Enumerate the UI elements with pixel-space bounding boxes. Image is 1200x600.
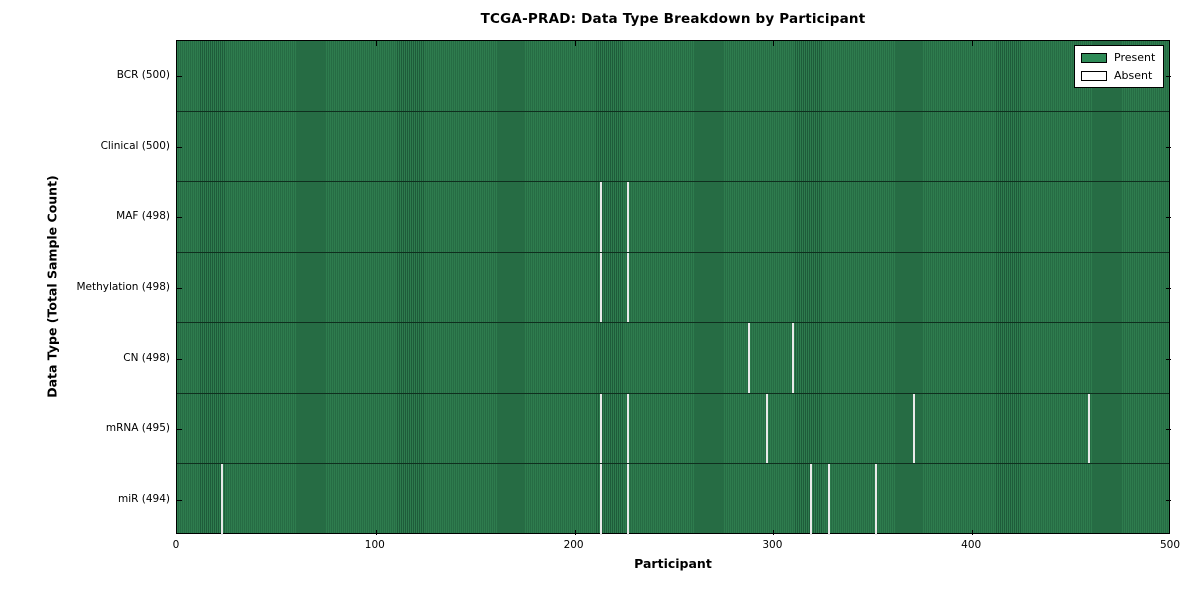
x-tick-mark-100-bottom [375,530,377,535]
legend-item-absent: Absent [1081,69,1157,82]
y-tick-label-Clinical: Clinical (500) [100,139,170,152]
absent-mark-mRNA-227 [627,393,630,464]
absent-mark-Methylation-227 [627,252,630,323]
legend-item-present: Present [1081,51,1157,64]
absent-mark-miR-213 [599,464,602,535]
x-tick-mark-200-bottom [574,530,576,535]
absent-mark-mRNA-459 [1087,393,1090,464]
legend-absent-label: Absent [1114,69,1153,82]
x-tick-label-400: 400 [961,539,982,551]
y-tick-mark-BCR-right [1166,76,1171,78]
x-tick-label-100: 100 [364,539,385,551]
x-tick-mark-300-bottom [773,530,775,535]
absent-mark-CN-310 [792,323,795,393]
y-tick-mark-Methylation-left [177,288,182,289]
absent-mark-CN-288 [748,323,751,393]
y-tick-label-BCR: BCR (500) [116,69,170,82]
y-tick-mark-mRNA-right [1166,429,1171,431]
x-tick-mark-300-top [773,41,775,46]
legend-present-swatch [1081,52,1107,63]
y-tick-label-MAF: MAF (498) [116,210,170,223]
data-row-Methylation [177,252,1169,324]
absent-mark-miR-352 [875,464,878,535]
y-tick-mark-MAF-right [1166,217,1171,219]
data-row-BCR [177,41,1169,112]
absent-mark-miR-328 [827,464,830,535]
x-tick-label-300: 300 [762,539,783,551]
legend-present-label: Present [1114,51,1156,64]
data-row-MAF [177,182,1169,253]
absent-mark-mRNA-213 [599,393,602,464]
y-tick-mark-Clinical-left [177,146,182,148]
data-row-miR [177,464,1169,535]
y-tick-mark-mRNA-left [177,429,182,431]
x-tick-label-200: 200 [563,539,584,551]
y-tick-mark-miR-left [177,499,182,501]
x-tick-mark-100-top [375,41,377,46]
x-tick-mark-400-bottom [972,530,974,535]
legend: Present Absent [1074,45,1164,88]
x-tick-label-0: 0 [172,539,180,551]
chart-title: TCGA-PRAD: Data Type Breakdown by Partic… [480,11,866,27]
absent-mark-Methylation-213 [599,252,602,323]
y-tick-label-CN: CN (498) [123,351,170,364]
y-tick-label-Methylation: Methylation (498) [76,281,170,293]
absent-mark-miR-227 [627,464,630,535]
y-tick-mark-BCR-left [177,76,182,78]
data-row-CN [177,323,1169,394]
absent-mark-mRNA-371 [913,393,916,464]
y-tick-label-mRNA: mRNA (495) [105,422,170,435]
x-tick-mark-200-top [574,41,576,46]
data-row-Clinical [177,112,1169,183]
y-tick-label-miR: miR (494) [117,492,170,505]
y-tick-mark-Methylation-right [1166,288,1171,289]
legend-absent-swatch [1081,70,1107,81]
y-tick-mark-MAF-left [177,217,182,219]
y-tick-mark-miR-right [1166,499,1171,501]
absent-mark-miR-319 [809,464,812,535]
data-row-mRNA [177,393,1169,465]
x-axis-label: Participant [634,556,712,571]
x-tick-mark-400-top [972,41,974,46]
x-tick-label-500: 500 [1159,539,1181,551]
plot-area [176,40,1171,535]
absent-mark-MAF-213 [599,182,602,252]
y-tick-mark-CN-left [177,358,182,360]
absent-mark-mRNA-297 [766,393,769,464]
y-tick-mark-CN-right [1166,358,1171,360]
absent-mark-MAF-227 [627,182,630,252]
absent-mark-miR-22 [220,464,223,535]
y-tick-mark-Clinical-right [1166,146,1171,148]
